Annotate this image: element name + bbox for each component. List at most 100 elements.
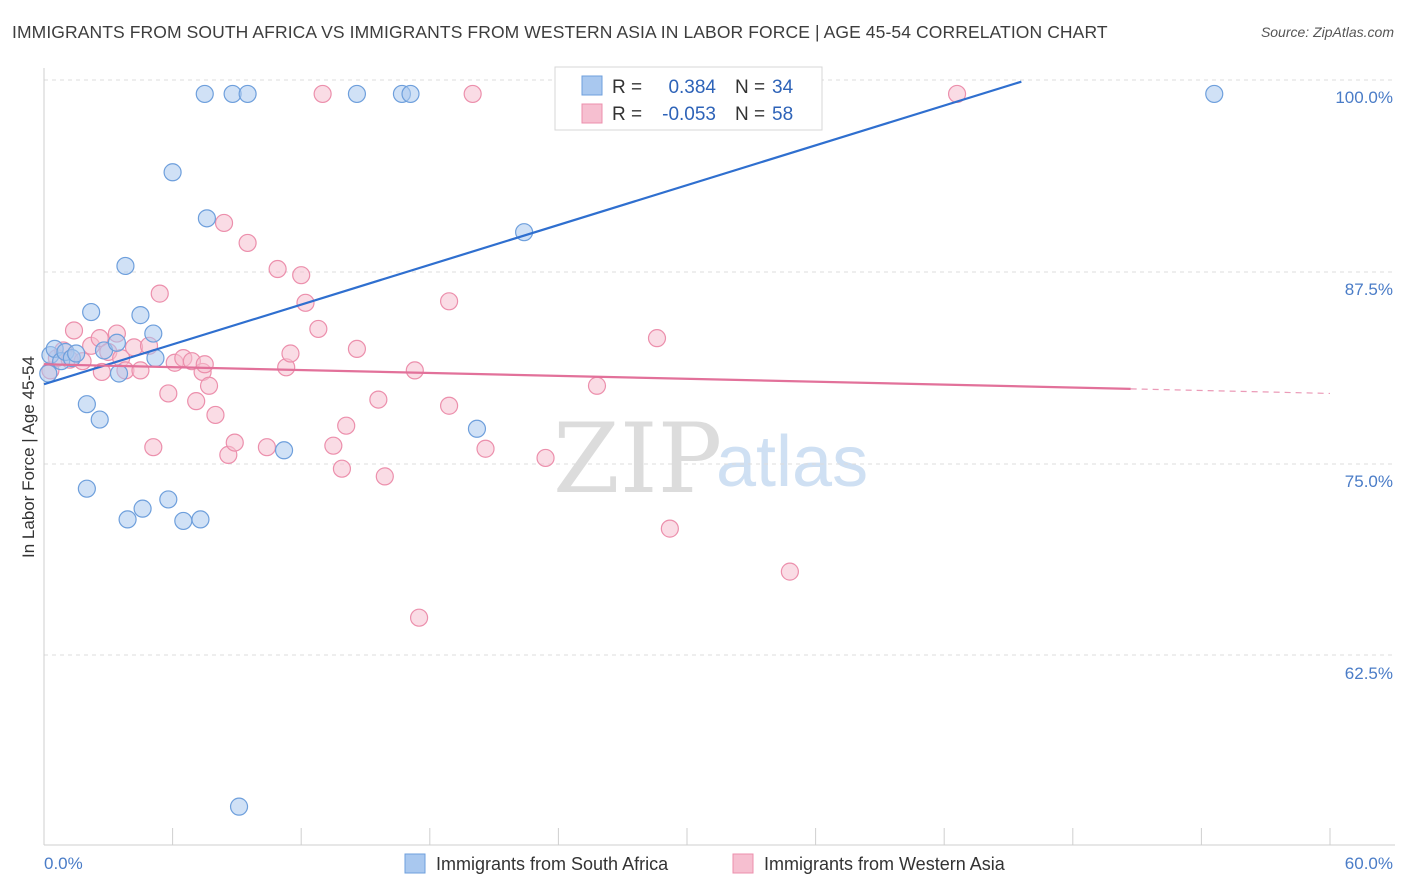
- chart-title: IMMIGRANTS FROM SOUTH AFRICA VS IMMIGRAN…: [12, 22, 1108, 42]
- trend-line-western-asia-extension: [1130, 388, 1331, 395]
- y-tick-label-1: 75.0%: [1345, 472, 1393, 491]
- south-africa-point: [191, 510, 210, 529]
- western-asia-point: [332, 459, 352, 478]
- south-africa-point: [347, 84, 367, 104]
- western-asia-point: [268, 259, 287, 279]
- watermark: ZIP atlas: [553, 403, 868, 515]
- western-asia-point: [281, 344, 300, 363]
- legend-swatch-western-asia: [581, 103, 603, 124]
- south-africa-point: [116, 256, 135, 276]
- south-africa-point: [39, 364, 58, 383]
- western-asia-point: [647, 329, 667, 348]
- south-africa-point: [144, 324, 163, 343]
- western-asia-point: [150, 284, 169, 303]
- trend-line-western-asia: [43, 363, 1131, 390]
- western-asia-point: [199, 376, 219, 395]
- western-asia-point: [309, 319, 328, 339]
- south-africa-point: [195, 84, 214, 104]
- legend-n-label-2: N =: [735, 104, 765, 125]
- western-asia-point: [195, 355, 214, 374]
- western-asia-point: [238, 233, 257, 253]
- series-south-africa-points: [39, 84, 1224, 816]
- western-asia-point: [660, 519, 679, 538]
- western-asia-point: [214, 213, 234, 233]
- south-africa-point: [118, 510, 137, 529]
- western-asia-point: [409, 608, 429, 627]
- western-asia-point: [405, 361, 424, 380]
- series-legend: Immigrants from South Africa Immigrants …: [404, 853, 1006, 874]
- legend-r-value-2: -0.053: [662, 104, 716, 125]
- western-asia-point: [439, 292, 459, 311]
- trend-line-south-africa: [43, 80, 1022, 386]
- gridlines: [44, 79, 1395, 656]
- x-tick-label-min: 0.0%: [44, 854, 83, 873]
- south-africa-point: [131, 306, 150, 325]
- watermark-atlas: atlas: [716, 422, 868, 502]
- western-asia-point: [292, 266, 311, 285]
- south-africa-point: [1205, 84, 1224, 104]
- south-africa-point: [133, 499, 152, 518]
- correlation-legend: R = 0.384 N = 34 R = -0.053 N = 58: [554, 66, 823, 131]
- legend-n-value-1: 34: [772, 77, 794, 98]
- south-africa-point: [238, 84, 257, 104]
- south-africa-point: [163, 163, 182, 182]
- western-asia-point: [144, 438, 163, 457]
- western-asia-point: [587, 376, 607, 395]
- western-asia-point: [369, 390, 388, 409]
- south-africa-point: [229, 797, 249, 816]
- western-asia-point: [124, 338, 144, 357]
- legend-r-label-2: R =: [612, 104, 642, 125]
- y-tick-labels: 62.5% 75.0% 87.5% 100.0%: [1335, 88, 1393, 683]
- south-africa-point: [109, 364, 129, 383]
- south-africa-point: [274, 441, 294, 460]
- western-asia-point: [347, 339, 367, 359]
- western-asia-point: [64, 321, 84, 340]
- bottom-legend-swatch-south-africa: [404, 853, 426, 874]
- trend-lines: [43, 80, 1331, 395]
- y-tick-label-0: 62.5%: [1345, 664, 1393, 683]
- western-asia-point: [225, 433, 244, 452]
- western-asia-point: [439, 396, 459, 415]
- legend-r-value-1: 0.384: [668, 77, 716, 98]
- y-tick-label-2: 87.5%: [1345, 280, 1393, 299]
- legend-r-label-1: R =: [612, 77, 642, 98]
- bottom-legend-label-south-africa: Immigrants from South Africa: [436, 854, 669, 874]
- western-asia-point: [187, 392, 206, 411]
- south-africa-point: [90, 410, 109, 429]
- bottom-legend-label-western-asia: Immigrants from Western Asia: [764, 854, 1006, 874]
- south-africa-point: [82, 302, 101, 322]
- y-tick-label-3: 100.0%: [1335, 88, 1393, 107]
- south-africa-point: [401, 84, 420, 104]
- western-asia-point: [375, 467, 394, 486]
- western-asia-point: [463, 84, 482, 104]
- legend-swatch-south-africa: [581, 75, 603, 96]
- south-africa-point: [77, 395, 96, 414]
- western-asia-point: [206, 405, 225, 425]
- legend-n-label-1: N =: [735, 77, 765, 98]
- western-asia-point: [159, 384, 178, 403]
- x-tick-label-max: 60.0%: [1345, 854, 1393, 873]
- watermark-zip: ZIP: [553, 403, 722, 515]
- south-africa-point: [67, 344, 86, 363]
- south-africa-point: [174, 511, 193, 531]
- south-africa-point: [159, 490, 178, 509]
- source-credit: Source: ZipAtlas.com: [1260, 24, 1394, 40]
- south-africa-point: [77, 479, 96, 498]
- legend-n-value-2: 58: [772, 104, 793, 125]
- y-axis-title: In Labor Force | Age 45-54: [19, 356, 38, 558]
- axes: [43, 68, 1395, 846]
- western-asia-point: [131, 361, 150, 380]
- western-asia-point: [476, 439, 495, 458]
- bottom-legend-swatch-western-asia: [732, 853, 754, 874]
- western-asia-point: [337, 416, 356, 435]
- western-asia-point: [324, 436, 343, 455]
- western-asia-point: [536, 448, 555, 468]
- south-africa-point: [107, 333, 126, 352]
- south-africa-point: [197, 209, 216, 228]
- south-africa-point: [467, 419, 487, 438]
- western-asia-point: [313, 84, 332, 104]
- western-asia-point: [780, 562, 799, 581]
- series-western-asia-points: [41, 84, 967, 627]
- western-asia-point: [257, 438, 277, 457]
